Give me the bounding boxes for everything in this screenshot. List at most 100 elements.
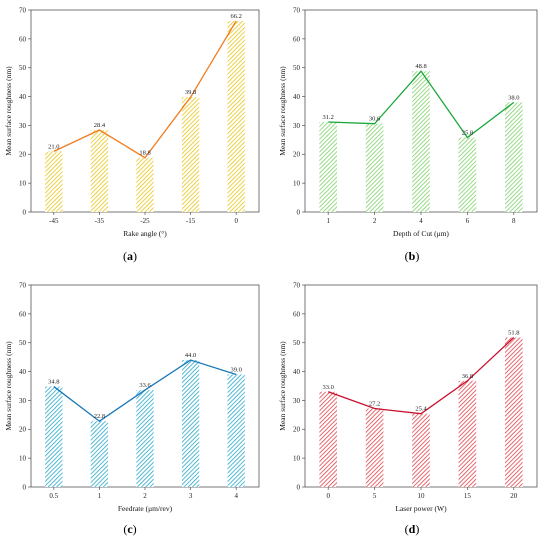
bar-5 — [365, 408, 384, 487]
data-label: 38.0 — [508, 94, 519, 101]
x-tick-label: 0 — [234, 217, 238, 225]
bar-2 — [136, 390, 154, 487]
y-tick-label: 30 — [293, 122, 301, 130]
y-tick-label: 10 — [293, 180, 301, 188]
y-tick-label: 30 — [19, 122, 27, 130]
y-tick-label: 70 — [19, 6, 27, 14]
y-tick-label: 70 — [19, 281, 27, 289]
y-tick-label: 50 — [293, 339, 301, 347]
y-axis-label: Mean surface roughness (nm) — [4, 66, 13, 156]
bar-8 — [504, 102, 523, 212]
data-label: 25.8 — [462, 130, 473, 137]
x-tick-label: -15 — [186, 217, 196, 225]
panel-label: (a) — [123, 249, 137, 263]
chart-panel-c: 0 10 20 30 40 50 60 70 0.5 1 2 3 4 34.8 22.8 33.6 44.0 39… — [4, 281, 260, 536]
y-tick-label: 0 — [23, 483, 27, 491]
x-tick-label: 20 — [510, 492, 518, 500]
y-tick-label: 60 — [293, 310, 301, 318]
data-label: 25.4 — [415, 406, 427, 413]
y-axis-label: Mean surface roughness (nm) — [278, 66, 287, 156]
bar--15 — [181, 97, 200, 212]
data-label: 21.0 — [48, 143, 59, 150]
x-tick-label: 0 — [326, 492, 330, 500]
x-axis-label: Laser power (W) — [395, 504, 447, 513]
x-axis-label: Feedrate (μm/rev) — [118, 504, 173, 513]
bar-6 — [458, 137, 477, 212]
x-tick-label: 4 — [234, 492, 238, 500]
chart-panel-d: 0 10 20 30 40 50 60 70 0 5 10 15 20 33.0 27.2 25.4 36.8 5… — [278, 281, 538, 536]
y-tick-label: 60 — [19, 35, 27, 43]
y-tick-label: 50 — [19, 64, 27, 72]
bar--45 — [45, 151, 63, 212]
x-tick-label: 3 — [189, 492, 193, 500]
y-tick-label: 60 — [293, 35, 301, 43]
y-tick-label: 0 — [297, 208, 301, 216]
panel-label: (c) — [123, 522, 136, 536]
bar-10 — [412, 413, 430, 487]
y-tick-label: 40 — [19, 368, 27, 376]
x-axis-label: Rake angle (°) — [123, 229, 167, 238]
bar-20 — [504, 337, 523, 487]
bar-0 — [319, 391, 338, 487]
bar-4 — [412, 71, 430, 212]
y-tick-label: 20 — [19, 426, 27, 434]
bar-3 — [181, 360, 200, 487]
y-tick-label: 70 — [293, 281, 301, 289]
bar-4 — [227, 374, 245, 487]
data-label: 28.4 — [94, 122, 106, 129]
trend-line — [328, 70, 515, 139]
bar-1 — [90, 421, 109, 487]
bar-0.5 — [45, 386, 63, 487]
y-tick-label: 0 — [297, 483, 301, 491]
chart-panel-a: 0 10 20 30 40 50 60 70 -45 -35 -25 -15 0 21.0 28.4 18.8… — [4, 6, 260, 263]
data-label: 33.0 — [323, 384, 334, 391]
data-label: 18.8 — [139, 150, 150, 157]
bar-15 — [458, 380, 477, 487]
data-label: 27.2 — [369, 401, 380, 408]
y-tick-label: 10 — [19, 180, 27, 188]
y-tick-label: 10 — [293, 455, 301, 463]
data-label: 51.8 — [508, 330, 519, 337]
x-tick-label: -45 — [49, 217, 59, 225]
data-label: 22.8 — [94, 413, 105, 420]
x-tick-label: 10 — [418, 492, 426, 500]
data-label: 31.2 — [323, 114, 334, 121]
y-tick-label: 30 — [293, 397, 301, 405]
y-tick-label: 20 — [19, 151, 27, 159]
y-tick-label: 60 — [19, 310, 27, 318]
x-tick-label: 0.5 — [49, 492, 58, 500]
panel-label: (d) — [405, 522, 420, 536]
x-tick-label: 5 — [373, 492, 377, 500]
data-label: 33.6 — [139, 382, 151, 389]
y-tick-label: 20 — [293, 426, 301, 434]
y-axis-label: Mean surface roughness (nm) — [278, 341, 287, 431]
bar-0 — [227, 20, 245, 212]
trend-line — [53, 359, 237, 423]
data-label: 39.0 — [231, 366, 242, 373]
y-tick-label: 40 — [293, 368, 301, 376]
data-label: 34.8 — [48, 379, 59, 386]
y-tick-label: 20 — [293, 151, 301, 159]
trend-line — [53, 20, 237, 159]
x-tick-label: 4 — [419, 217, 423, 225]
bar-2 — [365, 123, 384, 212]
data-label: 39.8 — [185, 89, 196, 96]
y-tick-label: 40 — [19, 93, 27, 101]
y-tick-label: 30 — [19, 397, 27, 405]
y-tick-label: 50 — [293, 64, 301, 72]
y-axis-label: Mean surface roughness (nm) — [4, 341, 13, 431]
y-tick-label: 10 — [19, 455, 27, 463]
x-tick-label: 6 — [466, 217, 470, 225]
bar-1 — [319, 121, 338, 212]
bar--25 — [136, 157, 154, 212]
data-label: 36.8 — [462, 373, 473, 380]
y-tick-label: 70 — [293, 6, 301, 14]
panel-label: (b) — [405, 249, 420, 263]
y-tick-label: 40 — [293, 93, 301, 101]
chart-panel-b: 0 10 20 30 40 50 60 70 1 2 4 6 8 31.2 30.6 48.8 25.8 38.0… — [278, 6, 538, 263]
data-label: 44.0 — [185, 352, 196, 359]
data-label: 66.2 — [231, 13, 242, 20]
x-tick-label: 2 — [373, 217, 377, 225]
